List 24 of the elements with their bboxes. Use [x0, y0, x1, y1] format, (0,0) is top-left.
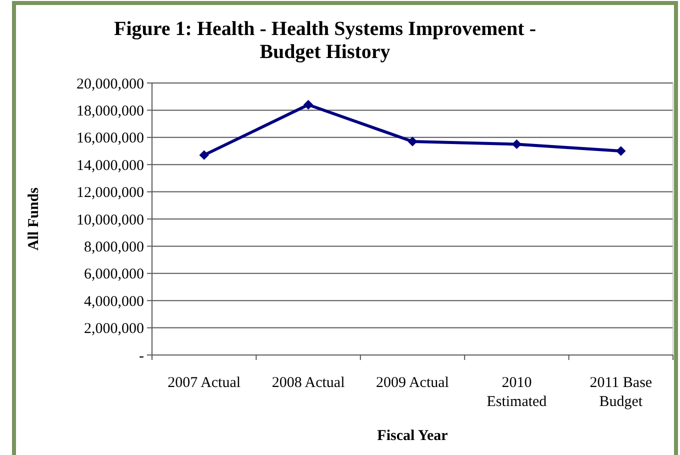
x-tick-label: 2010 Estimated [486, 375, 548, 410]
point [303, 100, 314, 110]
y-tick-label: 4,000,000 [84, 294, 144, 310]
y-tick-label: - [139, 348, 144, 364]
point [512, 139, 522, 150]
x-tick-label: 2009 Actual [376, 375, 449, 391]
y-tick-label: 20,000,000 [76, 76, 144, 92]
point [408, 136, 418, 146]
x-tick-label: 2008 Actual [272, 375, 345, 391]
x-axis-title: Fiscal Year [377, 428, 448, 444]
y-tick-label: 14,000,000 [76, 158, 144, 174]
x-tick-label: 2011 Base Budget [590, 375, 652, 410]
chart-title: Figure 1: Health - Health Systems Improvement - Budget History [114, 18, 536, 63]
y-tick-label: 12,000,000 [76, 185, 144, 202]
y-tick-label: 2,000,000 [84, 321, 144, 338]
point [616, 146, 626, 156]
y-tick-label: 10,000,000 [76, 212, 144, 228]
x-tick-label: 2007 Actual [168, 375, 241, 391]
y-tick-label: 6,000,000 [84, 266, 144, 283]
y-tick-label: 8,000,000 [84, 239, 144, 256]
y-axis-title: All Funds [26, 187, 42, 250]
y-tick-label: 16,000,000 [76, 130, 144, 147]
y-tick-label: 18,000,000 [76, 103, 144, 120]
point [199, 150, 209, 160]
